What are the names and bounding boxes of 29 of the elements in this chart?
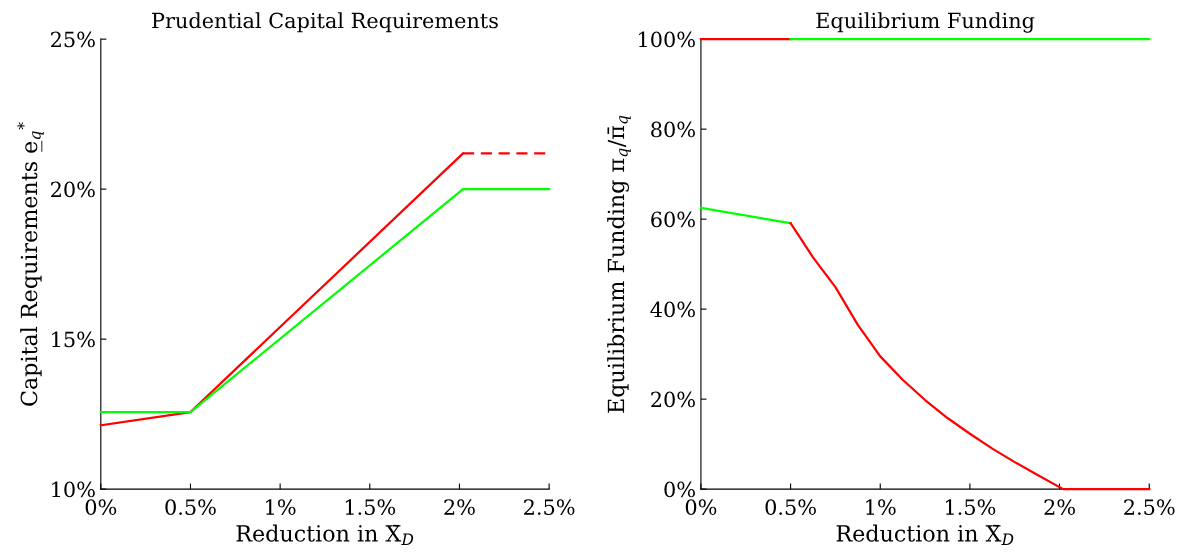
x-tick-label: 0.5% xyxy=(165,499,216,515)
x-tick-label: 1.5% xyxy=(945,499,996,515)
x-axis-title: Reduction in X̄$_{D}$ xyxy=(836,524,1014,545)
x-tick-label: 1.5% xyxy=(345,499,396,515)
x-axis-title: Reduction in X̄$_{D}$ xyxy=(236,524,414,545)
y-tick-label: 100% xyxy=(639,31,695,48)
x-tick-label: 0% xyxy=(85,499,117,515)
y-tick-label: 40% xyxy=(650,301,695,318)
line-series xyxy=(789,222,1151,491)
chart-title: Equilibrium Funding xyxy=(816,12,1035,33)
x-tick-label: 0.5% xyxy=(765,499,816,515)
y-tick-label: 0% xyxy=(664,481,695,498)
y-axis-title: Capital Requirements e̲$_{q}$$^{*}$ xyxy=(17,122,44,406)
x-tick-label: 2.5% xyxy=(524,499,575,515)
y-tick-label: 10% xyxy=(52,481,95,498)
y-tick-label: 80% xyxy=(651,121,695,138)
chart-title: Prudential Capital Requirements xyxy=(152,12,498,33)
y-tick-label: 15% xyxy=(52,331,95,348)
y-tick-label: 60% xyxy=(651,211,695,228)
x-tick-label: 2% xyxy=(1044,499,1075,515)
y-axis-title: Equilibrium Funding π$_{q}$/π̄$_{q}$ xyxy=(607,115,631,413)
x-tick-label: 2% xyxy=(444,499,475,515)
y-tick-label: 20% xyxy=(651,391,695,408)
x-tick-label: 2.5% xyxy=(1124,499,1175,515)
x-tick-label: 0% xyxy=(685,499,717,515)
x-tick-label: 1% xyxy=(266,499,296,515)
x-tick-label: 1% xyxy=(866,499,896,515)
y-tick-label: 20% xyxy=(51,181,95,198)
y-tick-label: 25% xyxy=(51,31,95,48)
